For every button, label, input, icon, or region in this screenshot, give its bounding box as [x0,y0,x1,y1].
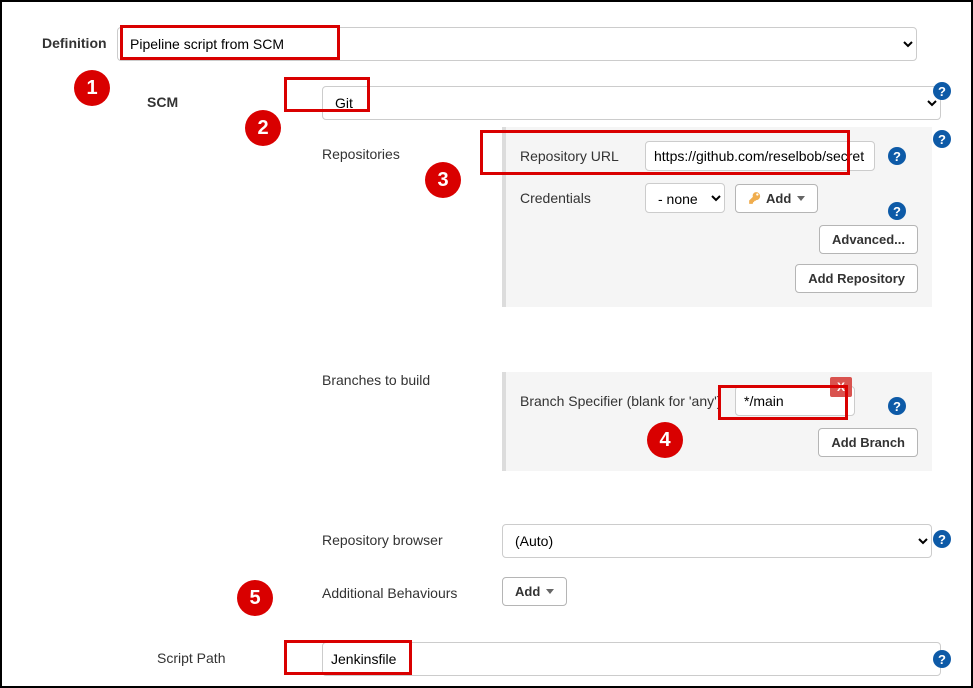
repo-url-input[interactable] [645,141,875,171]
help-icon[interactable]: ? [933,530,951,548]
callout-badge: 1 [74,70,110,106]
callout-badge: 2 [245,110,281,146]
repo-url-row: Repository URL [520,141,918,171]
callout-badge: 3 [425,162,461,198]
add-branch-button[interactable]: Add Branch [818,428,918,457]
credentials-row: Credentials - none - Add [520,183,918,213]
credentials-select[interactable]: - none - [645,183,725,213]
help-icon[interactable]: ? [933,650,951,668]
help-icon[interactable]: ? [888,397,906,415]
help-icon[interactable]: ? [933,82,951,100]
repo-browser-label: Repository browser [322,524,492,548]
branches-label: Branches to build [322,372,430,388]
advanced-button[interactable]: Advanced... [819,225,918,254]
branches-panel: Branch Specifier (blank for 'any') Add B… [502,372,932,471]
branch-buttons: Add Branch [520,428,918,457]
additional-row: Additional Behaviours Add [42,577,567,606]
additional-label: Additional Behaviours [322,577,492,601]
add-repository-button[interactable]: Add Repository [795,264,918,293]
repositories-panel: Repository URL Credentials - none - Add … [502,127,932,307]
scm-row: SCM Git [42,86,941,120]
repositories-label: Repositories [322,138,492,162]
add-behaviour-button[interactable]: Add [502,577,567,606]
help-icon[interactable]: ? [933,130,951,148]
help-icon[interactable]: ? [888,147,906,165]
config-form: Definition Pipeline script from SCM SCM … [0,0,973,688]
repo-browser-select[interactable]: (Auto) [502,524,932,558]
repo-browser-row: Repository browser (Auto) [42,524,941,558]
credentials-add-label: Add [766,191,791,206]
scm-select[interactable]: Git [322,86,941,120]
repo-url-label: Repository URL [520,148,645,164]
close-icon[interactable]: X [830,377,852,397]
credentials-add-button[interactable]: Add [735,184,818,213]
script-path-input[interactable] [322,642,941,676]
definition-label: Definition [42,27,117,51]
branch-spec-label: Branch Specifier (blank for 'any') [520,393,735,409]
help-icon[interactable]: ? [888,202,906,220]
definition-row: Definition Pipeline script from SCM [42,27,941,61]
credentials-label: Credentials [520,190,645,206]
script-path-label: Script Path [157,642,312,666]
callout-badge: 5 [237,580,273,616]
callout-badge: 4 [647,422,683,458]
branch-spec-row: Branch Specifier (blank for 'any') [520,386,918,416]
script-path-row: Script Path [42,642,941,676]
definition-select[interactable]: Pipeline script from SCM [117,27,917,61]
key-icon [748,191,762,205]
scm-label: SCM [147,86,212,110]
repo-buttons: Advanced... Add Repository [520,225,918,293]
